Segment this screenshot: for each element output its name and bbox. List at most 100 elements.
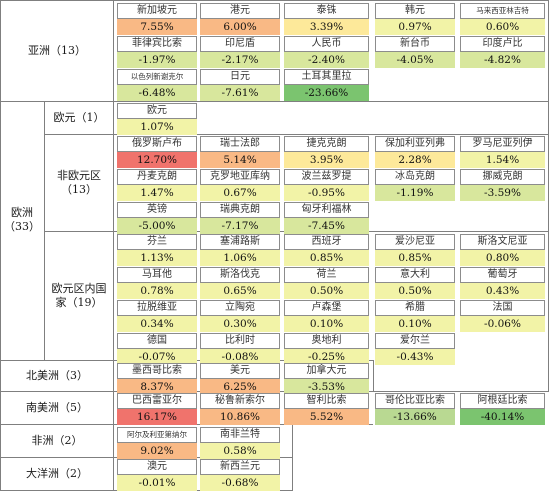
- currency-name: 阿尔及利亚第纳尔: [117, 427, 197, 443]
- currency-name: 丹麦克朗: [117, 169, 197, 185]
- currency-value: -2.40%: [284, 52, 369, 68]
- currency-value: -0.06%: [460, 316, 545, 332]
- currency-value: 0.78%: [117, 283, 197, 299]
- currency-value: 0.43%: [460, 283, 545, 299]
- currency-name: 韩元: [375, 3, 455, 19]
- currency-value: 2.28%: [375, 152, 455, 168]
- currency-value: 1.13%: [117, 250, 197, 266]
- currency-value: 12.70%: [117, 152, 197, 168]
- currency-value: -1.19%: [375, 185, 455, 201]
- currency-value: 6.00%: [200, 19, 280, 35]
- currency-name: 泰铢: [284, 3, 369, 19]
- grid-line: [292, 424, 293, 491]
- currency-name: 人民币: [284, 36, 369, 52]
- currency-value: -4.05%: [375, 52, 455, 68]
- currency-value: -0.95%: [284, 185, 369, 201]
- currency-value: -13.66%: [375, 409, 455, 425]
- currency-name: 爱沙尼亚: [375, 234, 455, 250]
- currency-value: 1.47%: [117, 185, 197, 201]
- currency-value: 0.85%: [284, 250, 369, 266]
- currency-name: 港元: [200, 3, 280, 19]
- currency-name: 芬兰: [117, 234, 197, 250]
- currency-value: 9.02%: [117, 443, 197, 459]
- currency-value: 0.30%: [200, 316, 280, 332]
- currency-value: -7.17%: [200, 218, 280, 234]
- currency-name: 德国: [117, 333, 197, 349]
- currency-value: -5.00%: [117, 218, 197, 234]
- region-label-south-america: 南美洲（5）: [26, 401, 88, 414]
- currency-value: 0.97%: [375, 19, 455, 35]
- currency-name: 墨西哥比索: [117, 363, 197, 379]
- currency-value: -4.82%: [460, 52, 545, 68]
- currency-name: 克罗地亚库纳: [200, 169, 280, 185]
- grid-line: [548, 0, 549, 392]
- currency-name: 澳元: [117, 459, 197, 475]
- currency-value: 16.17%: [117, 409, 197, 425]
- currency-name: 西班牙: [284, 234, 369, 250]
- currency-name: 土耳其里拉: [284, 69, 369, 85]
- currency-name: 拉脱维亚: [117, 300, 197, 316]
- region-label-africa: 非洲（2）: [31, 434, 83, 447]
- currency-name: 波兰兹罗提: [284, 169, 369, 185]
- currency-name: 瑞士法郎: [200, 136, 280, 152]
- currency-name: 爱尔兰: [375, 333, 455, 349]
- currency-value: 3.95%: [284, 152, 369, 168]
- currency-value: 6.25%: [200, 379, 280, 395]
- currency-name: 瑞典克朗: [200, 202, 280, 218]
- currency-name: 以色列新谢克尔: [117, 69, 197, 85]
- currency-name: 日元: [200, 69, 280, 85]
- currency-name: 斯洛文尼亚: [460, 234, 545, 250]
- currency-name: 美元: [200, 363, 280, 379]
- currency-name: 立陶宛: [200, 300, 280, 316]
- currency-value: -0.68%: [200, 475, 280, 491]
- currency-value: -23.66%: [284, 85, 369, 101]
- currency-name: 新台币: [375, 36, 455, 52]
- currency-value: 0.60%: [460, 19, 545, 35]
- currency-name: 希腊: [375, 300, 455, 316]
- currency-name: 哥伦比亚比索: [375, 393, 455, 409]
- currency-value: 1.54%: [460, 152, 545, 168]
- currency-value: 3.39%: [284, 19, 369, 35]
- currency-name: 塞浦路斯: [200, 234, 280, 250]
- currency-name: 俄罗斯卢布: [117, 136, 197, 152]
- currency-value: -1.97%: [117, 52, 197, 68]
- currency-name: 新西兰元: [200, 459, 280, 475]
- currency-name: 荷兰: [284, 267, 369, 283]
- currency-value: -0.43%: [375, 349, 455, 365]
- grid-line: [44, 134, 548, 135]
- currency-name: 挪威克朗: [460, 169, 545, 185]
- currency-value: -7.61%: [200, 85, 280, 101]
- currency-name: 马耳他: [117, 267, 197, 283]
- currency-value: 0.50%: [284, 283, 369, 299]
- currency-name: 欧元: [117, 103, 197, 119]
- currency-name: 南非兰特: [200, 427, 280, 443]
- currency-name: 匈牙利福林: [284, 202, 369, 218]
- currency-name: 新加坡元: [117, 3, 197, 19]
- currency-value: 0.10%: [284, 316, 369, 332]
- currency-name: 冰岛克朗: [375, 169, 455, 185]
- currency-value: 0.85%: [375, 250, 455, 266]
- currency-name: 加拿大元: [284, 363, 369, 379]
- currency-value: -3.59%: [460, 185, 545, 201]
- currency-name: 印度卢比: [460, 36, 545, 52]
- currency-value: -40.14%: [460, 409, 545, 425]
- currency-name: 比利时: [200, 333, 280, 349]
- currency-name: 印尼盾: [200, 36, 280, 52]
- currency-name: 秘鲁新索尔: [200, 393, 280, 409]
- grid-line: [373, 360, 374, 392]
- currency-name: 捷克克朗: [284, 136, 369, 152]
- region-label-non-euro: 非欧元区（13）: [57, 169, 101, 196]
- currency-value: -0.01%: [117, 475, 197, 491]
- region-label-asia: 亚洲（13）: [28, 43, 86, 57]
- region-label-north-america: 北美洲（3）: [26, 369, 88, 382]
- region-label-euro: 欧元（1）: [53, 111, 105, 124]
- grid-line: [44, 101, 45, 360]
- grid-line: [113, 0, 114, 491]
- currency-value: 0.65%: [200, 283, 280, 299]
- grid-line: [0, 101, 548, 102]
- currency-name: 罗马尼亚列伊: [460, 136, 545, 152]
- currency-value: 7.55%: [117, 19, 197, 35]
- currency-value: 5.14%: [200, 152, 280, 168]
- currency-value: -7.45%: [284, 218, 369, 234]
